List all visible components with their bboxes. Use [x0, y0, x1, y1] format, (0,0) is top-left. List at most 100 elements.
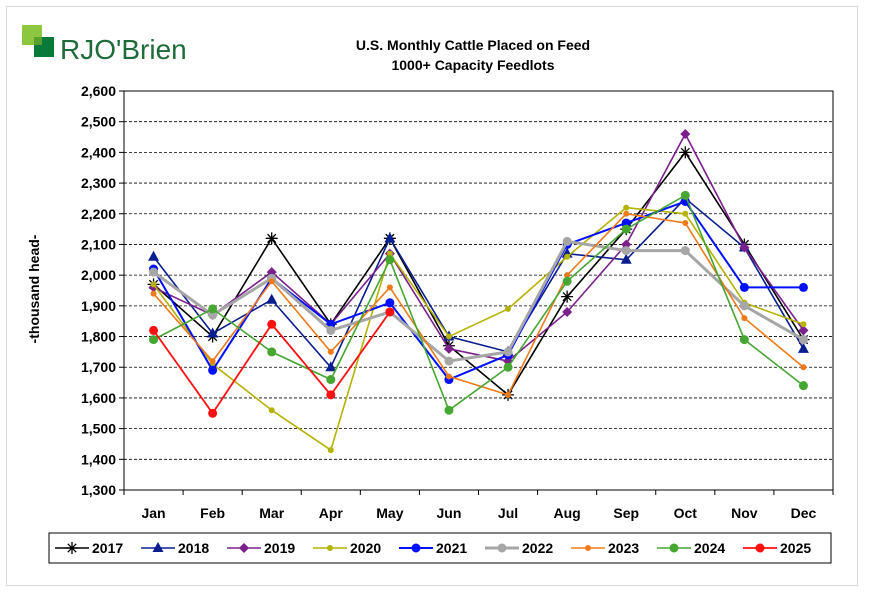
y-tick-label: 2,400	[81, 144, 116, 160]
data-point-2023	[445, 373, 452, 380]
legend-marker	[327, 545, 333, 551]
chart-title: U.S. Monthly Cattle Placed on Feed	[356, 37, 590, 53]
data-point-2018	[384, 232, 396, 243]
legend-marker	[239, 543, 249, 553]
series-2025	[149, 307, 395, 418]
data-point-2018	[266, 293, 278, 304]
data-point-2022	[503, 347, 513, 357]
data-point-2024	[326, 375, 336, 385]
data-point-2025	[149, 325, 159, 335]
y-tick-label: 2,200	[81, 206, 116, 222]
data-point-2022	[149, 267, 159, 277]
legend-item-2020: 2020	[313, 540, 381, 556]
data-point-2021	[798, 282, 808, 292]
data-point-2020	[268, 407, 275, 414]
brand-name: RJO'Brien	[60, 34, 187, 65]
y-tick-label: 1,700	[81, 359, 116, 375]
data-point-2024	[149, 335, 159, 345]
series-line-2023	[152, 212, 804, 396]
series-line-2017	[153, 150, 805, 397]
data-point-2018	[207, 327, 219, 338]
data-point-2025	[385, 307, 395, 317]
data-point-2019	[443, 343, 454, 354]
y-tick-label: 1,900	[81, 298, 116, 314]
data-point-2024	[444, 405, 454, 415]
legend-item-2021: 2021	[399, 540, 467, 556]
data-point-2023	[623, 210, 630, 217]
legend-item-2018: 2018	[141, 540, 209, 556]
y-tick-label: 2,300	[81, 175, 116, 191]
data-point-2017	[679, 146, 692, 159]
data-point-2019	[680, 128, 691, 139]
y-tick-label: 1,500	[81, 421, 116, 437]
x-tick-label: Sep	[613, 505, 639, 521]
data-point-2020	[386, 250, 393, 257]
data-point-2020	[800, 321, 807, 328]
series-2022	[149, 236, 808, 366]
data-point-2023	[327, 348, 334, 355]
legend-item-2017: 2017	[55, 540, 123, 556]
y-tick-label: 2,100	[81, 236, 116, 252]
data-point-2023	[386, 284, 393, 291]
data-point-2018	[797, 342, 809, 353]
data-point-2019	[739, 242, 750, 253]
legend: 2017 2018 2019 2020 2021 2022 2023 2024 2025	[48, 532, 832, 564]
legend-marker	[755, 543, 765, 553]
legend-item-2019: 2019	[227, 540, 295, 556]
legend-label: 2017	[92, 540, 123, 556]
data-point-2023	[268, 278, 275, 285]
series-line-2018	[152, 197, 805, 369]
axis-layer: 1,300 1,400 1,500 1,600 1,700 1,800 1,900 2,000…	[81, 83, 834, 521]
y-tick-label: 2,500	[81, 114, 116, 130]
x-tick-label: Jun	[437, 505, 462, 521]
legend-marker	[66, 542, 78, 554]
data-point-2020	[150, 281, 157, 288]
legend-marker	[411, 543, 421, 553]
x-tick-label: Mar	[259, 505, 284, 521]
data-point-2024	[208, 304, 218, 314]
series-layer	[147, 128, 810, 454]
data-point-2024	[503, 362, 513, 372]
series-2024	[149, 190, 808, 415]
y-tick-label: 2,600	[81, 83, 116, 99]
series-line-2022	[152, 239, 805, 363]
chart-subtitle: 1000+ Capacity Feedlots	[391, 57, 554, 73]
x-tick-label: Dec	[791, 505, 817, 521]
legend-label: 2025	[780, 540, 811, 556]
series-2020	[150, 204, 807, 454]
data-point-2018	[620, 253, 632, 264]
data-point-2023	[505, 391, 512, 398]
data-point-2024	[621, 224, 631, 234]
legend-marker	[669, 543, 679, 553]
series-line-2019	[153, 132, 805, 362]
data-point-2022	[326, 325, 336, 335]
data-point-2020	[445, 333, 452, 340]
data-point-2023	[800, 364, 807, 371]
legend-marker	[497, 543, 507, 553]
x-tick-label: Jan	[141, 505, 165, 521]
data-point-2020	[564, 253, 571, 260]
data-point-2022	[798, 335, 808, 345]
data-point-2024	[739, 335, 749, 345]
data-point-2021	[739, 282, 749, 292]
y-tick-label: 1,400	[81, 451, 116, 467]
data-point-2022	[621, 246, 631, 256]
data-point-2019	[798, 325, 809, 336]
data-point-2025	[267, 319, 277, 329]
chart-frame: RJO'Brien U.S. Monthly Cattle Placed on …	[6, 6, 858, 586]
data-point-2018	[148, 250, 160, 261]
y-tick-label: 1,300	[81, 482, 116, 498]
data-point-2023	[682, 219, 689, 226]
x-tick-label: Feb	[200, 505, 225, 521]
legend-item-2024: 2024	[657, 540, 725, 556]
logo-square-mid	[34, 37, 42, 45]
data-point-2018	[325, 361, 337, 372]
data-point-2024	[562, 276, 572, 286]
data-point-2024	[385, 255, 395, 265]
legend-label: 2018	[178, 540, 209, 556]
data-point-2024	[680, 190, 690, 200]
series-line-2024	[153, 194, 804, 412]
series-line-2020	[152, 206, 804, 452]
data-point-2022	[739, 301, 749, 311]
data-point-2022	[562, 236, 572, 246]
